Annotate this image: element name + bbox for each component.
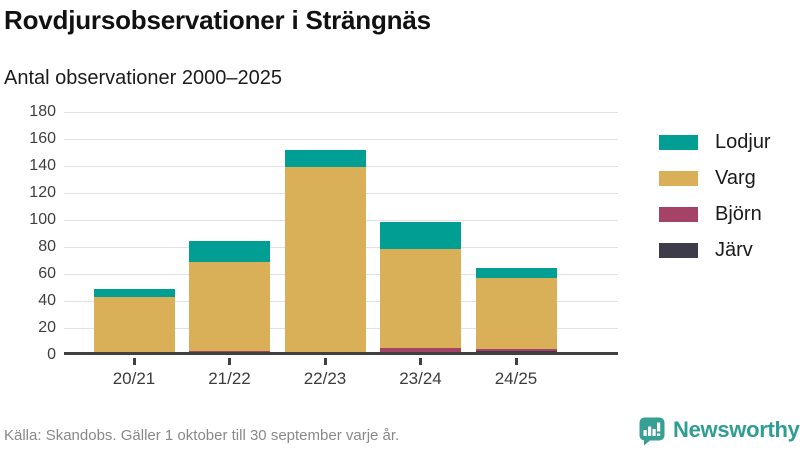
gridline [64, 139, 618, 140]
bar-23/24 [380, 222, 461, 352]
brand-name: Newsworthy [673, 417, 800, 442]
plot-area [64, 112, 618, 355]
bar-segment-Varg [475, 277, 557, 350]
legend-swatch [659, 243, 698, 258]
bar-segment-Lodjur [284, 149, 366, 168]
gridline [64, 112, 618, 113]
x-tick [514, 358, 518, 365]
bar-segment-Varg [284, 167, 366, 352]
bar-segment-Björn [475, 349, 557, 351]
legend: Lodjur Varg Björn Järv [659, 131, 771, 262]
chart-subtitle: Antal observationer 2000–2025 [4, 67, 282, 89]
y-tick-label: 40 [38, 292, 56, 309]
bar-21/22 [189, 241, 270, 352]
y-tick-label: 20 [38, 319, 56, 336]
x-tick [419, 358, 422, 365]
bar-segment-Björn [189, 350, 270, 352]
bar-segment-Lodjur [475, 268, 557, 278]
x-tick-label: 22/23 [303, 369, 347, 388]
y-tick-label: 0 [47, 346, 56, 363]
legend-label: Järv [715, 239, 753, 261]
bar-20/21 [93, 288, 175, 352]
x-tick [228, 358, 231, 365]
bar-segment-Lodjur [93, 288, 175, 297]
x-tick-label: 23/24 [399, 369, 442, 388]
x-tick-label: 20/21 [112, 369, 156, 388]
bar-24/25 [475, 268, 557, 352]
legend-swatch [659, 171, 698, 186]
bar-segment-Varg [93, 296, 175, 352]
legend-label: Varg [715, 167, 756, 189]
legend-swatch [659, 207, 698, 222]
x-tick-label: 21/22 [208, 369, 251, 388]
legend-item-Järv: Järv [659, 239, 771, 262]
y-tick-label: 120 [29, 184, 56, 201]
legend-item-Björn: Björn [659, 203, 771, 226]
bar-segment-Lodjur [380, 222, 461, 250]
y-tick-label: 160 [29, 130, 56, 147]
y-tick-label: 100 [29, 211, 56, 228]
legend-item-Varg: Varg [659, 167, 771, 190]
bar-segment-Varg [380, 249, 461, 348]
x-tick-label: 24/25 [494, 369, 538, 388]
bar-segment-Lodjur [189, 241, 270, 262]
bar-22/23 [284, 149, 366, 352]
y-tick-label: 80 [38, 238, 56, 255]
x-tick [323, 358, 327, 365]
source-note: Källa: Skandobs. Gäller 1 oktober till 3… [4, 427, 400, 444]
x-tick [132, 358, 136, 365]
brand-logo: Newsworthy [639, 417, 800, 446]
y-tick-label: 60 [38, 265, 56, 282]
legend-label: Björn [715, 203, 762, 225]
y-tick-label: 180 [29, 103, 56, 120]
chart-title: Rovdjursobservationer i Strängnäs [4, 5, 431, 35]
bar-segment-Björn [380, 347, 461, 352]
legend-swatch [659, 135, 698, 150]
newsworthy-icon [639, 417, 665, 446]
legend-item-Lodjur: Lodjur [659, 131, 771, 154]
legend-label: Lodjur [715, 131, 771, 153]
bar-segment-Varg [189, 261, 270, 351]
bar-segment-Järv [475, 350, 557, 352]
y-tick-label: 140 [29, 157, 56, 174]
